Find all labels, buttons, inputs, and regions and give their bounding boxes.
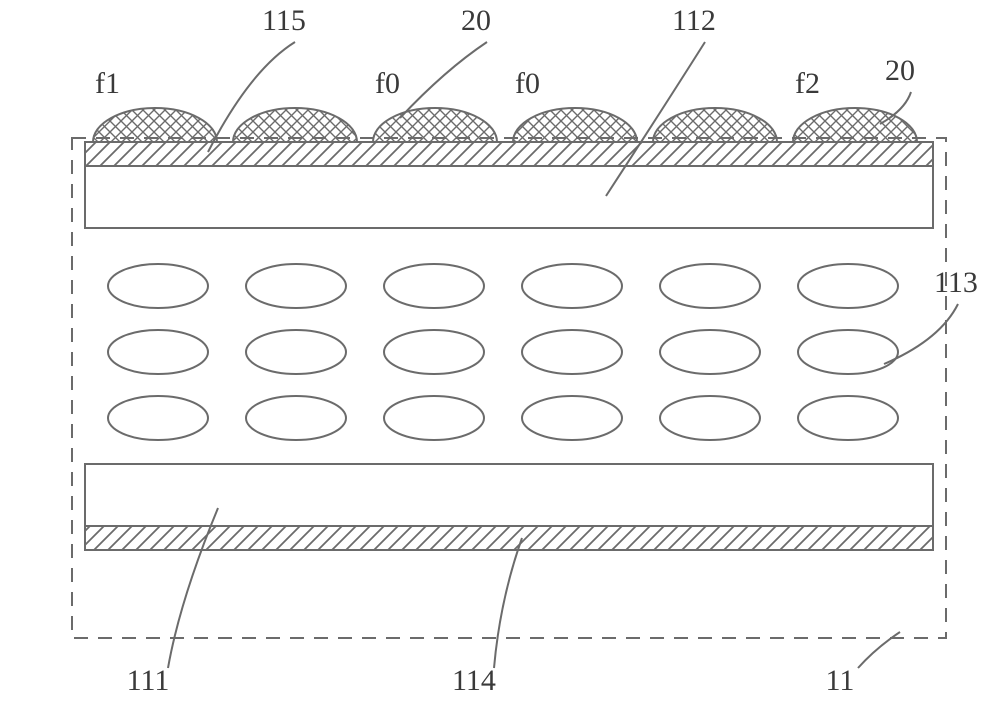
- lc-molecule: [384, 330, 484, 374]
- lc-molecule: [108, 330, 208, 374]
- lc-molecule: [246, 330, 346, 374]
- lens-focal-label: f0: [515, 67, 540, 100]
- reference-numeral: 115: [262, 4, 306, 37]
- lc-molecule: [522, 396, 622, 440]
- reference-numeral: 112: [672, 4, 716, 37]
- lc-molecule: [108, 396, 208, 440]
- bottom-substrate: [85, 464, 933, 526]
- leader-line: [400, 42, 487, 118]
- reference-numeral: 113: [934, 266, 978, 299]
- lc-molecule: [660, 396, 760, 440]
- lens-top-labels: f1 f0 f0 f2: [95, 67, 820, 100]
- lens-focal-label: f0: [375, 67, 400, 100]
- lc-molecule: [384, 264, 484, 308]
- lc-molecule: [798, 330, 898, 374]
- lens-focal-label: f2: [795, 67, 820, 100]
- lc-molecule: [246, 396, 346, 440]
- reference-numeral: 20: [461, 4, 491, 37]
- top-substrate: [85, 166, 933, 228]
- lc-molecule: [660, 330, 760, 374]
- lens-focal-label: f1: [95, 67, 120, 100]
- reference-numeral: 111: [127, 664, 170, 697]
- bottom-polarizer-layer: [85, 526, 933, 550]
- lc-molecule: [798, 396, 898, 440]
- liquid-crystal-layer: [108, 264, 898, 440]
- lc-molecule: [660, 264, 760, 308]
- reference-numeral: 114: [452, 664, 496, 697]
- lc-molecule: [108, 264, 208, 308]
- lc-molecule: [384, 396, 484, 440]
- lc-molecule: [798, 264, 898, 308]
- reference-numeral: 11: [826, 664, 855, 697]
- reference-numeral: 20: [885, 54, 915, 87]
- lc-molecule: [522, 330, 622, 374]
- lc-molecule: [522, 264, 622, 308]
- leader-line: [494, 538, 522, 668]
- lc-molecule: [246, 264, 346, 308]
